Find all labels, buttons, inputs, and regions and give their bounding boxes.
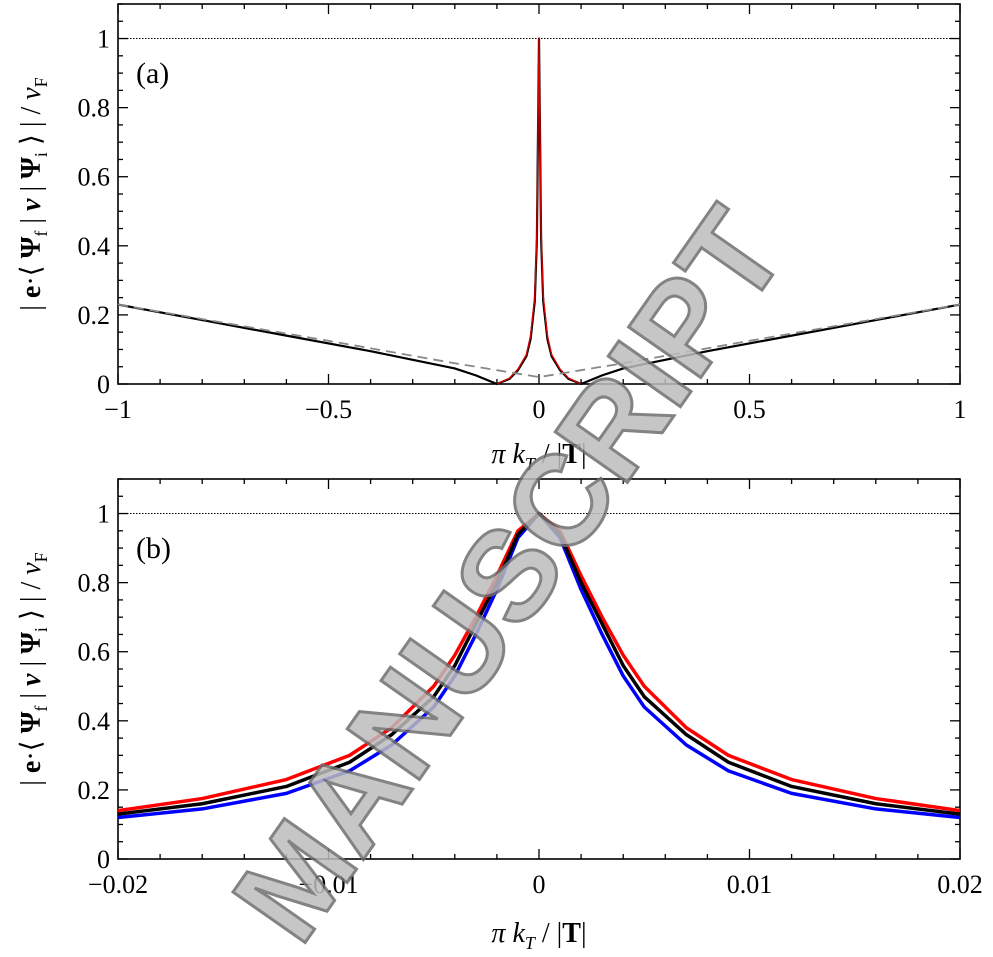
panel-a-y-tick-label: 0: [97, 370, 110, 399]
panel-a-series-line-2: [496, 37, 582, 385]
panel-b-y-tick-label: 0.2: [78, 776, 111, 805]
panel-a-x-tick-label: 0: [533, 395, 546, 424]
panel-b-x-tick-label: 0.02: [937, 870, 983, 899]
panel-b-label: (b): [136, 532, 171, 565]
panel-b-series-line-2: [117, 511, 961, 816]
panel-a-y-tick-label: 0.2: [78, 301, 111, 330]
panel-a-x-tick-label: −0.5: [305, 395, 352, 424]
panel-b-series: [117, 511, 961, 820]
panel-b: −0.02 −0.01 0 0.01 0.02 0 0.2 0.4 0.6 0.8 1 (b) | …: [16, 478, 983, 953]
panel-b-y-tick-label: 0.4: [78, 707, 111, 736]
panel-a-x-tick-label: 0.5: [733, 395, 766, 424]
panel-a-y-axis-title: | e·⟨ Ψf | v | Ψi ⟩ | / vF: [16, 77, 51, 310]
panel-b-x-tick-label: −0.02: [88, 870, 148, 899]
panel-b-ticks: −0.02 −0.01 0 0.01 0.02 0 0.2 0.4 0.6 0.8 1: [78, 478, 983, 899]
panel-b-x-tick-label: 0.01: [727, 870, 773, 899]
panel-a-y-tick-label: 0.6: [78, 163, 111, 192]
panel-b-y-tick-label: 0.8: [78, 569, 111, 598]
panel-a-ticks: −1 −0.5 0 0.5 1 0 0.2 0.4 0.6 0.8 1: [78, 3, 967, 424]
panel-a-x-tick-label: 1: [954, 395, 967, 424]
panel-a-label: (a): [136, 57, 169, 90]
panel-a-series: [117, 37, 961, 386]
panel-a-x-tick-label: −1: [104, 395, 132, 424]
panel-b-y-tick-label: 0.6: [78, 638, 111, 667]
panel-a-series-line-3: [117, 303, 961, 378]
panel-a-y-tick-label: 1: [97, 25, 110, 54]
panel-b-x-tick-label: −0.01: [298, 870, 358, 899]
panel-a: −1 −0.5 0 0.5 1 0 0.2 0.4 0.6 0.8 1 (a) | e·⟨ Ψf |…: [16, 3, 967, 474]
panel-b-x-axis-title: π kT / |T|: [491, 918, 586, 953]
panel-b-y-tick-label: 0: [97, 845, 110, 874]
watermark: MANUSCRIPT: [206, 185, 813, 957]
panel-a-y-tick-label: 0.4: [78, 232, 111, 261]
panel-b-y-axis-title: | e·⟨ Ψf | v | Ψi ⟩ | / vF: [16, 552, 51, 785]
panel-a-x-axis-title: π kT / |T|: [491, 439, 586, 474]
panel-b-y-tick-label: 1: [97, 500, 110, 529]
panel-a-y-tick-label: 0.8: [78, 94, 111, 123]
panel-b-x-tick-label: 0: [533, 870, 546, 899]
